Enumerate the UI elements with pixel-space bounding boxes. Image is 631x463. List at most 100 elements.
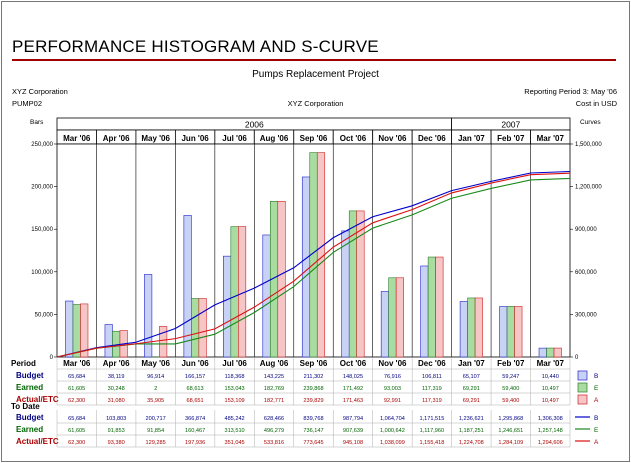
left-axis-title: Bars — [30, 119, 44, 126]
todate-cell: 1,187,251 — [459, 428, 484, 434]
bar-e — [230, 226, 239, 358]
title-rule — [12, 59, 616, 61]
period-cell: 35,905 — [147, 398, 164, 404]
todate-cell: 1,117,960 — [420, 428, 444, 434]
todate-cell: 485,242 — [224, 416, 244, 422]
right-tick-label: 300,000 — [575, 312, 597, 318]
bar-a — [514, 306, 523, 358]
period-cell: 31,080 — [108, 398, 125, 404]
todate-cell: 1,000,642 — [380, 428, 405, 434]
company-center: XYZ Corporation — [287, 99, 344, 108]
bar-b — [341, 230, 350, 358]
month-header-label: Jan '07 — [458, 134, 485, 143]
reporting-period: Reporting Period 3: May '06 — [524, 87, 617, 96]
month-header-label: Mar '06 — [63, 134, 91, 143]
period-month-label: Nov '06 — [378, 359, 407, 368]
todate-cell: 61,605 — [68, 428, 85, 434]
bar-b — [144, 274, 153, 358]
todate-cell: 736,147 — [303, 428, 323, 434]
period-row-label: Actual/ETC — [16, 395, 59, 404]
bar-b — [538, 347, 547, 358]
bar-a — [80, 303, 89, 358]
todate-cell: 1,155,418 — [419, 440, 444, 446]
legend-bar-key: A — [594, 397, 599, 404]
bar-a — [198, 298, 207, 358]
legend-line-key: B — [594, 415, 598, 422]
month-header-label: Nov '06 — [378, 134, 407, 143]
todate-cell: 987,794 — [343, 416, 363, 422]
period-cell: 10,497 — [542, 398, 559, 404]
bar-a — [159, 326, 168, 358]
period-cell: 93,003 — [384, 386, 401, 392]
bar-a — [474, 297, 483, 358]
period-cell: 65,684 — [68, 374, 85, 380]
period-cell: 153,043 — [224, 386, 244, 392]
todate-cell: 1,224,708 — [459, 440, 484, 446]
period-cell: 65,107 — [463, 374, 480, 380]
todate-cell: 200,717 — [146, 416, 166, 422]
bar-e — [427, 256, 436, 358]
period-cell: 166,157 — [185, 374, 205, 380]
bar-b — [262, 234, 271, 358]
currency-note: Cost in USD — [575, 99, 617, 108]
right-tick-label: 0 — [575, 355, 579, 361]
period-cell: 171,463 — [343, 398, 363, 404]
period-row-label: Earned — [16, 383, 43, 392]
bar-b — [104, 324, 113, 358]
year-label: 2007 — [501, 120, 520, 130]
todate-row-label: Actual/ETC — [16, 437, 59, 446]
period-cell: 10,497 — [542, 386, 559, 392]
todate-cell: 1,246,651 — [498, 428, 523, 434]
todate-cell: 91,854 — [147, 428, 164, 434]
bar-e — [506, 306, 515, 358]
left-tick-label: 250,000 — [31, 142, 53, 148]
period-cell: 59,400 — [502, 398, 519, 404]
period-month-label: Mar '07 — [537, 359, 565, 368]
period-month-label: Oct '06 — [340, 359, 367, 368]
todate-cell: 1,284,109 — [498, 440, 523, 446]
bar-e — [388, 277, 397, 358]
curve-e — [56, 177, 571, 358]
left-tick-label: 100,000 — [31, 270, 53, 276]
legend-bar-key: B — [594, 373, 598, 380]
section-label-period: Period — [11, 359, 36, 368]
legend-bar-swatch-b — [577, 370, 588, 381]
todate-cell: 129,285 — [146, 440, 166, 446]
month-header-label: Sep '06 — [300, 134, 328, 143]
todate-cell: 160,467 — [185, 428, 205, 434]
period-cell: 38,119 — [108, 374, 125, 380]
period-month-label: Aug '06 — [260, 359, 289, 368]
todate-cell: 1,295,868 — [498, 416, 523, 422]
period-cell: 69,291 — [463, 398, 480, 404]
period-cell: 182,771 — [264, 398, 284, 404]
todate-cell: 351,045 — [224, 440, 244, 446]
project-code: PUMP02 — [12, 99, 43, 108]
period-month-label: Sep '06 — [300, 359, 328, 368]
period-month-label: Jun '06 — [181, 359, 209, 368]
period-cell: 239,829 — [303, 398, 323, 404]
todate-cell: 103,803 — [106, 416, 126, 422]
bar-b — [459, 301, 468, 358]
period-cell: 10,440 — [542, 374, 559, 380]
bar-a — [435, 256, 444, 358]
todate-cell: 65,684 — [68, 416, 85, 422]
period-cell: 211,302 — [304, 374, 324, 380]
todate-cell: 533,816 — [264, 440, 284, 446]
bar-b — [420, 265, 429, 358]
month-header-label: Dec '06 — [418, 134, 446, 143]
bar-a — [395, 277, 404, 358]
legend-bar-swatch-e — [577, 382, 588, 393]
period-cell: 148,025 — [343, 374, 363, 380]
todate-cell: 628,466 — [264, 416, 284, 422]
todate-cell: 62,300 — [68, 440, 85, 446]
todate-row-label: Earned — [16, 425, 43, 434]
todate-cell: 1,064,704 — [380, 416, 405, 422]
todate-cell: 1,038,099 — [380, 440, 405, 446]
month-header-label: Feb '07 — [497, 134, 525, 143]
period-cell: 106,811 — [422, 374, 442, 380]
month-header-label: Jul '06 — [222, 134, 247, 143]
period-cell: 118,368 — [225, 374, 245, 380]
period-month-label: May '06 — [141, 359, 170, 368]
left-tick-label: 50,000 — [35, 312, 54, 318]
